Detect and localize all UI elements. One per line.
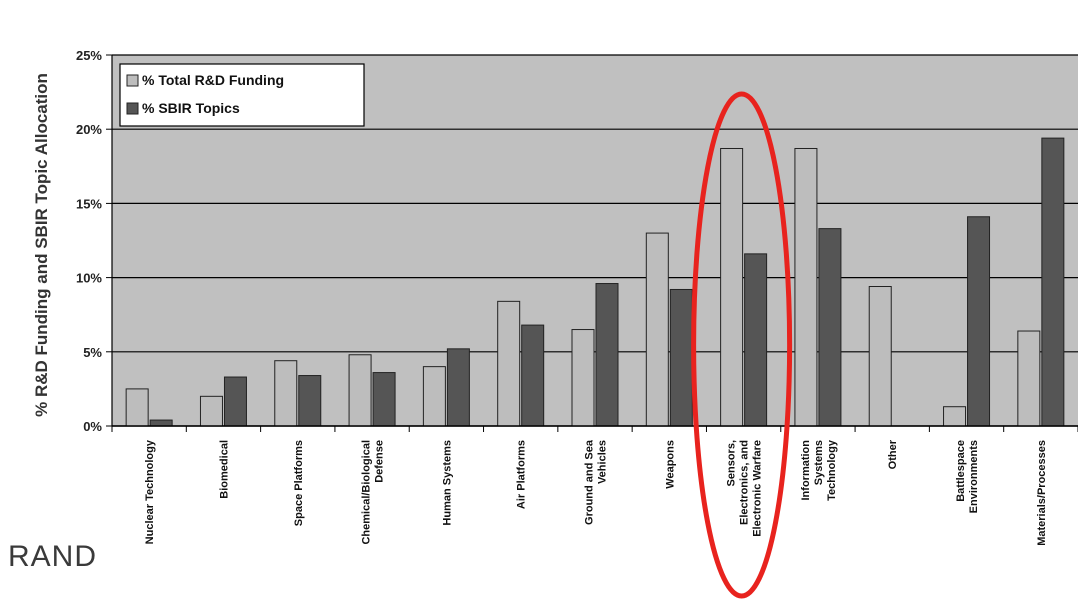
bar-total-rd-funding	[274, 360, 298, 427]
bar-sbir-topics	[1041, 137, 1065, 427]
y-tick-label: 0%	[83, 419, 102, 434]
x-category-label-line: Battlespace	[955, 440, 967, 502]
bar-total-rd-funding	[645, 232, 669, 427]
bar-sbir-topics	[446, 348, 470, 427]
bar-total-rd-funding	[943, 406, 967, 427]
x-category-label: Other	[887, 439, 899, 469]
x-axis	[111, 425, 1078, 432]
bar-total-rd-funding	[1017, 330, 1041, 427]
x-category-label-line: Human Systems	[441, 440, 453, 526]
x-category-label-line: Information	[800, 440, 812, 501]
bar-sbir-topics	[298, 375, 322, 427]
y-axis-label: % R&D Funding and SBIR Topic Allocation	[32, 73, 51, 417]
x-category-label: Nuclear Technology	[144, 439, 156, 544]
x-category-label: Materials/Processes	[1036, 440, 1048, 546]
x-category-label-line: Environments	[968, 440, 980, 513]
highlight-ellipse-shape	[691, 91, 793, 599]
bar-sbir-topics	[669, 288, 693, 427]
x-axis-category-labels: Nuclear Technology Biomedical Space Platfo…	[144, 439, 1048, 546]
bar-sbir-topics	[595, 283, 619, 427]
y-tick-label: 5%	[83, 345, 102, 360]
x-category-label-line: Nuclear Technology	[144, 439, 156, 544]
x-category-label: Sensors, Electronics, and Electronic Warfa…	[726, 440, 764, 537]
bar-total-rd-funding	[422, 366, 446, 427]
legend-swatch	[126, 102, 139, 115]
bar-sbir-topics	[818, 228, 842, 427]
x-category-label: Chemical/Biological Defense	[361, 440, 386, 545]
x-category-label-line: Space Platforms	[293, 440, 305, 526]
x-category-label-line: Chemical/Biological	[361, 440, 373, 545]
bar-total-rd-funding	[348, 354, 372, 427]
bar-total-rd-funding	[497, 300, 521, 427]
x-category-label-line: Electronic Warfare	[752, 440, 764, 537]
y-tick-label: 20%	[76, 122, 102, 137]
x-category-label: Battlespace Environments	[955, 440, 980, 513]
bar-total-rd-funding	[868, 286, 892, 427]
x-category-label-line: Sensors,	[726, 440, 738, 486]
x-category-label: Information Systems Technology	[800, 439, 838, 501]
bar-total-rd-funding	[720, 147, 744, 427]
legend: % Total R&D Funding % SBIR Topics	[119, 63, 365, 127]
bar-sbir-topics	[744, 253, 768, 427]
x-category-label-line: Other	[887, 439, 899, 469]
x-category-label-line: Weapons	[664, 440, 676, 489]
x-category-label-line: Electronics, and	[739, 440, 751, 525]
y-tick-label: 15%	[76, 196, 102, 211]
x-category-label-line: Technology	[826, 439, 838, 501]
x-category-label: Air Platforms	[516, 440, 528, 509]
bar-total-rd-funding	[125, 388, 149, 427]
bar-sbir-topics	[521, 324, 545, 427]
bar-sbir-topics	[372, 372, 396, 427]
x-category-label: Biomedical	[218, 440, 230, 499]
bar-total-rd-funding	[794, 147, 818, 427]
x-category-label-line: Vehicles	[597, 440, 609, 484]
bar-sbir-topics	[223, 376, 247, 427]
x-category-label-line: Systems	[813, 440, 825, 485]
y-tick-label: 25%	[76, 48, 102, 63]
bar-sbir-topics	[149, 419, 173, 427]
x-category-label-line: Air Platforms	[516, 440, 528, 509]
rand-logo-text: RAND	[8, 540, 98, 573]
legend-label: % SBIR Topics	[142, 100, 240, 116]
x-category-label-line: Biomedical	[218, 440, 230, 499]
legend-swatch	[126, 74, 139, 87]
legend-label: % Total R&D Funding	[142, 72, 284, 88]
x-category-label-line: Defense	[374, 440, 386, 483]
legend-box	[119, 63, 365, 127]
highlight-ellipse	[691, 91, 793, 599]
bar-total-rd-funding	[199, 395, 223, 427]
x-category-label: Weapons	[664, 440, 676, 489]
x-category-label: Human Systems	[441, 440, 453, 526]
bar-sbir-topics	[967, 216, 991, 427]
y-axis-ticks: 0% 5% 10% 15% 20% 25%	[76, 48, 112, 434]
x-category-label: Space Platforms	[293, 440, 305, 526]
x-category-label-line: Ground and Sea	[584, 439, 596, 525]
x-category-label-line: Materials/Processes	[1036, 440, 1048, 546]
y-tick-label: 10%	[76, 271, 102, 286]
x-category-label: Ground and Sea Vehicles	[584, 439, 609, 525]
bar-total-rd-funding	[571, 329, 595, 427]
